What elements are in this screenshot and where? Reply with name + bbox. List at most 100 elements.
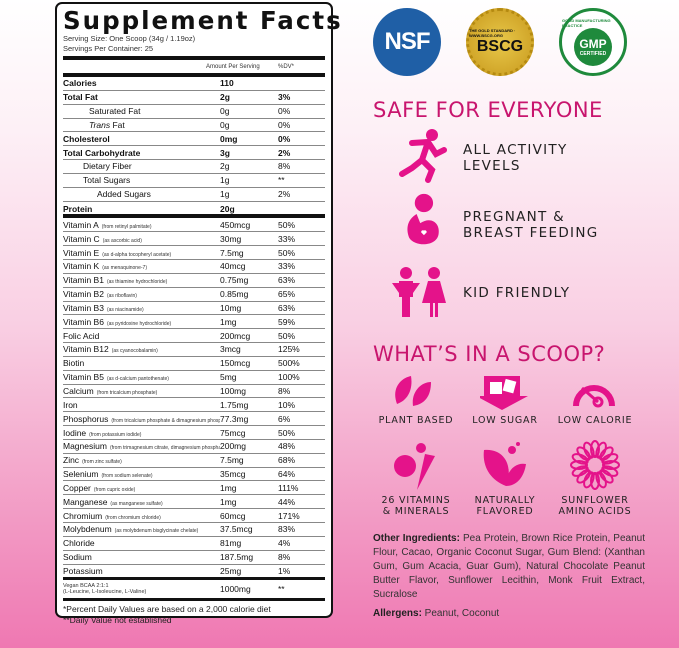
- servings-per-container: Servings Per Container: 25: [63, 43, 154, 53]
- nutrient-source: (from retinyl palmitate): [101, 223, 152, 230]
- nutrient-name: Iron: [63, 399, 78, 410]
- bcaa-source: (L-Leucine, L-Isoleucine, L-Valine): [63, 589, 147, 596]
- nutrient-dv: 100%: [278, 372, 300, 383]
- nutrient-amount: 77.3mg: [220, 413, 249, 424]
- macro-row: Added Sugars 1g 2%: [63, 188, 325, 202]
- macro-row: Dietary Fiber 2g 8%: [63, 160, 325, 174]
- scoop-label: FLAVORED: [476, 505, 534, 517]
- nutrient-dv: 125%: [278, 344, 300, 355]
- nutrient-name: Added Sugars: [97, 189, 151, 200]
- ingredients-text: Pea Protein, Brown Rice Protein, Peanut …: [373, 533, 645, 600]
- scoop-item: PLANT BASED: [366, 374, 466, 427]
- nutrient-dv: 0%: [278, 119, 291, 130]
- nutrient-amount: 1mg: [220, 316, 237, 327]
- nutrient-row: Vitamin B3 (as niacinamide) 10mg 63%: [63, 302, 325, 316]
- nutrient-dv: 10%: [278, 399, 296, 410]
- scoop-heading: WHAT’S IN A SCOOP?: [373, 342, 606, 366]
- nutrient-name: Vitamin B2: [63, 289, 104, 300]
- nutrient-amount: 0.75mg: [220, 275, 249, 286]
- nutrient-amount: 1mg: [220, 482, 237, 493]
- bscg-text: BSCG: [476, 38, 524, 55]
- safe-line: PREGNANT &: [463, 209, 566, 225]
- nutrient-dv: 2%: [278, 189, 291, 200]
- nutrient-source: (from zinc sulfate): [82, 459, 122, 466]
- nutrient-source: (as d-calcium pantothenate): [106, 376, 169, 383]
- nutrient-dv: 44%: [278, 496, 296, 507]
- nutrient-source: (as molybdenum bisglycinate chelate): [114, 528, 199, 535]
- nutrient-row: Selenium (from sodium selenate) 35mcg 64%: [63, 468, 325, 482]
- nutrient-dv: 59%: [278, 316, 296, 327]
- nutrient-name: Copper: [63, 482, 91, 493]
- runner-icon: [399, 129, 447, 183]
- nutrient-source: (from cupric oxide): [93, 486, 136, 493]
- nutrient-amount: 1.75mg: [220, 399, 249, 410]
- nutrient-amount: 0.85mg: [220, 289, 249, 300]
- ingredients-label: Other Ingredients:: [373, 533, 460, 544]
- nutrient-source: (from tricalcium phosphate): [96, 389, 158, 396]
- scoop-label: PLANT BASED: [378, 415, 454, 426]
- nutrient-row: Molybdenum (as molybdenum bisglycinate ch…: [63, 523, 325, 537]
- scoop-item: LOW SUGAR: [455, 374, 555, 427]
- bcaa-dv: **: [278, 584, 285, 595]
- other-ingredients: Other Ingredients: Pea Protein, Brown Ri…: [373, 532, 645, 602]
- nutrient-dv: 63%: [278, 302, 296, 313]
- nutrient-name: Protein: [63, 203, 93, 214]
- nutrient-source: (as manganese sulfate): [110, 500, 163, 507]
- gmp-text: GMP: [579, 37, 607, 51]
- safe-line: ALL ACTIVITY: [463, 142, 568, 158]
- nutrient-source: (as ascorbic acid): [102, 237, 142, 244]
- nutrient-name: Iodine: [63, 427, 87, 438]
- nutrient-dv: 0%: [278, 133, 291, 144]
- safe-item-pregnant: PREGNANT & BREAST FEEDING: [463, 209, 598, 241]
- label-title: Supplement Facts: [63, 6, 343, 35]
- serving-size: Serving Size: One Scoop (34g / 1.19oz): [63, 34, 196, 43]
- nutrient-name: Vitamin B3: [63, 302, 104, 313]
- nutrient-amount: 5mg: [220, 372, 237, 383]
- nutrient-row: Folic Acid 200mcg 50%: [63, 329, 325, 344]
- nutrient-dv: 65%: [278, 289, 296, 300]
- nutrient-amount: 450mcg: [220, 219, 251, 230]
- macro-rows: Calories 110 Total Fat 2g 3% Saturated Fat 0g 0…: [63, 77, 325, 215]
- nutrient-row: Chloride 81mg 4%: [63, 537, 325, 551]
- macro-row: Protein 20g: [63, 202, 325, 216]
- nutrient-dv: 50%: [278, 330, 296, 341]
- nutrient-dv: 50%: [278, 219, 296, 230]
- scoop-item: SUNFLOWER AMINO ACIDS: [545, 440, 645, 517]
- nutrient-source: (as menaquinone-7): [102, 265, 147, 272]
- nutrient-amount: 110: [220, 78, 234, 89]
- macro-row: Total Sugars 1g **: [63, 174, 325, 188]
- nsf-text: NSF: [384, 28, 431, 55]
- nutrient-amount: 187.5mg: [220, 552, 254, 563]
- nutrient-amount: 75mcg: [220, 427, 246, 438]
- safe-line: BREAST FEEDING: [463, 225, 599, 241]
- bcaa-name: Vegan BCAA 2:1:1: [63, 583, 109, 590]
- nutrient-dv: 64%: [278, 469, 296, 480]
- macro-row: Calories 110: [63, 77, 325, 91]
- nutrient-row: Manganese (as manganese sulfate) 1mg 44%: [63, 495, 325, 510]
- nutrient-name: Vitamin B6: [63, 316, 104, 327]
- nutrient-amount: 1mg: [220, 496, 237, 507]
- nutrient-row: Magnesium (from trimagnesium citrate, dim…: [63, 440, 325, 454]
- nutrient-row: Vitamin E (as d-alpha tocopheryl acetate)…: [63, 246, 325, 260]
- nutrient-dv: 50%: [278, 247, 296, 258]
- nutrient-dv: 8%: [278, 161, 291, 172]
- allergens-text: Peanut, Coconut: [421, 608, 500, 619]
- nutrient-amount: 81mg: [220, 538, 242, 549]
- nutrient-source: (from tricalcium phosphate & dimagnesium…: [111, 417, 220, 424]
- footnote-dv: *Percent Daily Values are based on a 2,0…: [63, 604, 271, 615]
- nutrient-name: Vitamin A: [63, 219, 99, 230]
- sunflower-icon: [570, 440, 620, 490]
- nutrient-amount: 7.5mg: [220, 455, 244, 466]
- nutrient-amount: 3g: [220, 147, 230, 158]
- fruit-vegetable-icon: [394, 443, 435, 490]
- scoop-label: LOW CALORIE: [557, 415, 633, 426]
- nutrient-dv: 171%: [278, 510, 300, 521]
- scoop-label: LOW SUGAR: [472, 415, 538, 426]
- nutrient-name: Chloride: [63, 538, 95, 549]
- nutrient-amount: 0g: [220, 119, 230, 130]
- nutrient-row: Vitamin K (as menaquinone-7) 40mcg 33%: [63, 260, 325, 274]
- nutrient-dv: 8%: [278, 552, 291, 563]
- nutrient-amount: 100mg: [220, 385, 246, 396]
- nutrient-dv: 3%: [278, 92, 291, 103]
- nutrient-name: Dietary Fiber: [83, 161, 132, 172]
